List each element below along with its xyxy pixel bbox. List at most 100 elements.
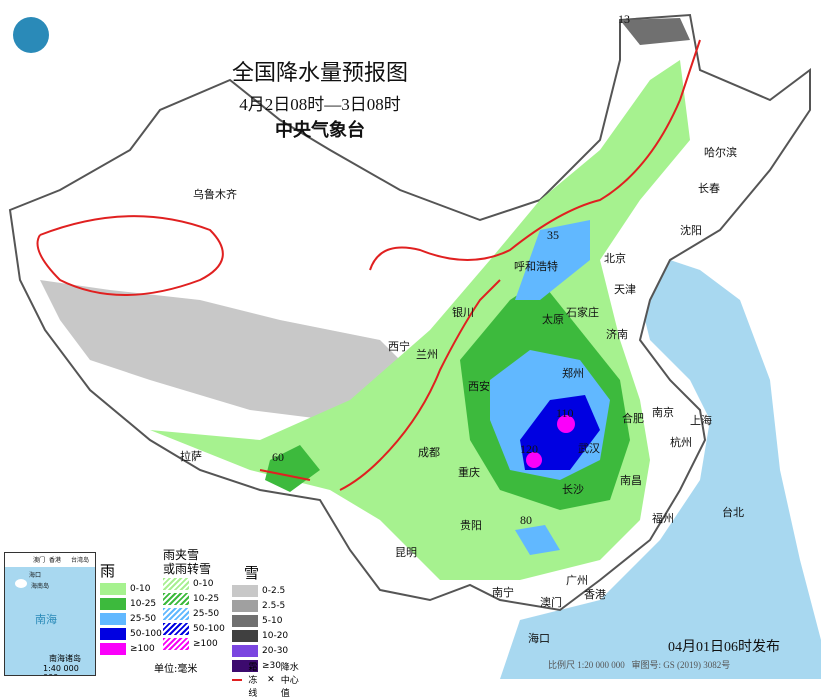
rainstorm-core: [557, 415, 575, 433]
legend-label: ≥100: [130, 643, 155, 654]
legend-item: 0-2.5: [232, 583, 288, 598]
legend-item: 20-30: [232, 643, 288, 658]
city-label: 成都: [418, 446, 440, 459]
logo-icon: [13, 17, 49, 53]
precipitation-map: [8, 13, 821, 679]
review-number: 审图号: GS (2019) 3082号: [631, 660, 731, 670]
city-label: 台北: [722, 506, 744, 519]
legend-frost-line: 霜冻线: [248, 663, 258, 699]
city-label: 西安: [468, 380, 490, 393]
city-label: 上海: [690, 414, 712, 427]
legend-item: 2.5-5: [232, 598, 288, 613]
legend-item: 0-10: [163, 576, 225, 591]
snow-area-northeast: [620, 18, 690, 45]
city-label: 兰州: [416, 348, 438, 361]
legend-sleet-title: 雨夹雪 或雨转雪: [163, 548, 212, 576]
rain-moderate-tibet: [265, 445, 320, 492]
city-label: 呼和浩特: [514, 260, 558, 273]
legend-item: 25-50: [163, 606, 225, 621]
legend-label: 25-50: [130, 613, 157, 624]
city-label: 银川: [452, 306, 474, 319]
legend-swatch: [100, 597, 126, 610]
legend-label: 0-10: [130, 583, 151, 594]
city-label: 重庆: [458, 466, 480, 479]
city-label: 石家庄: [566, 306, 599, 319]
snow-area-west: [40, 280, 420, 420]
legend-label: 0-10: [193, 578, 214, 589]
legend: 雨 0-10 10-25 25-50 50-100 ≥100 雨夹雪 或雨转雪 0-10 10…: [97, 548, 302, 699]
legend-label: 10-20: [262, 630, 289, 641]
legend-item: 50-100: [163, 621, 225, 636]
city-label: 南宁: [492, 586, 514, 599]
inset-sea-label: 南海: [35, 613, 57, 626]
city-label: 武汉: [578, 442, 600, 455]
legend-label: 20-30: [262, 645, 289, 656]
legend-label: 10-25: [193, 593, 220, 604]
precip-center-value: 110: [556, 406, 574, 420]
city-label: 郑州: [562, 367, 584, 380]
legend-item: 0-10: [100, 581, 162, 596]
inset-hainan-island: [15, 579, 27, 588]
legend-label: 25-50: [193, 608, 220, 619]
city-label: 澳门: [540, 596, 562, 609]
city-label: 西宁: [388, 340, 410, 353]
rain-heavy-guizhou: [515, 525, 560, 555]
precip-center-value: 13: [618, 12, 630, 26]
legend-swatch: [232, 614, 258, 627]
legend-swatch: [100, 582, 126, 595]
city-label: 昆明: [395, 546, 417, 559]
frost-line: [36, 39, 701, 491]
legend-label: ≥100: [193, 638, 218, 649]
city-label: 南京: [652, 406, 674, 419]
legend-item: 10-20: [232, 628, 288, 643]
sea: [500, 250, 821, 679]
city-label: 广州: [566, 574, 588, 587]
city-label: 海口: [528, 632, 550, 645]
city-label: 香港: [584, 588, 606, 601]
city-label: 乌鲁木齐: [193, 188, 237, 201]
legend-swatch: [163, 577, 189, 590]
city-label: 天津: [614, 283, 636, 296]
inset-label-haikou: 海口: [29, 572, 42, 579]
city-label: 济南: [606, 328, 628, 341]
legend-swatch: [232, 629, 258, 642]
legend-label: 10-25: [130, 598, 157, 609]
city-label: 长沙: [562, 483, 584, 496]
city-label: 杭州: [670, 436, 692, 449]
footer: 比例尺 1:20 000 000 审图号: GS (2019) 3082号: [548, 658, 730, 671]
city-label: 南昌: [620, 474, 642, 487]
cross-icon: ✕: [267, 674, 275, 685]
inset-label-hainan-island: 海南岛: [31, 583, 50, 590]
legend-label: ≥30: [262, 660, 281, 671]
inset-islands-label: 南海诸岛: [49, 654, 81, 663]
precip-center-value: 35: [547, 228, 559, 242]
agency: 中央气象台: [275, 120, 365, 141]
snow-sleet-north: [515, 220, 590, 300]
inset-label-macau: 澳门: [33, 557, 46, 564]
legend-swatch: [232, 644, 258, 657]
city-label: 拉萨: [180, 450, 202, 463]
legend-label: 0-2.5: [262, 585, 286, 596]
city-label: 北京: [604, 252, 626, 265]
legend-label: 2.5-5: [262, 600, 286, 611]
issue-time: 04月01日06时发布: [668, 640, 780, 655]
legend-rain-title: 雨: [100, 562, 116, 580]
legend-symbols: 霜冻线 ✕ 降水中心值: [232, 660, 302, 699]
inset-label-taiwan-island: 台湾岛: [71, 557, 90, 564]
legend-snow-title: 雪: [244, 564, 260, 582]
city-label: 沈阳: [680, 224, 702, 237]
map-title: 全国降水量预报图: [231, 61, 408, 86]
legend-swatch: [100, 627, 126, 640]
city-label: 哈尔滨: [704, 146, 737, 159]
legend-item: 25-50: [100, 611, 162, 626]
legend-unit: 单位:毫米: [154, 664, 198, 675]
legend-item: ≥30: [232, 658, 288, 673]
city-label: 福州: [652, 512, 674, 525]
precip-center-value: 80: [520, 513, 532, 527]
city-label: 贵阳: [460, 519, 482, 532]
south-china-sea-inset: 澳门 香港 台湾岛 海口 海南岛 南海 南海诸岛 1:40 000 000: [4, 552, 96, 676]
scale: 比例尺 1:20 000 000: [548, 660, 625, 670]
legend-center-value: 降水中心值: [280, 663, 299, 699]
legend-swatch: [100, 642, 126, 655]
forecast-period: 4月2日08时—3日08时: [239, 95, 401, 114]
